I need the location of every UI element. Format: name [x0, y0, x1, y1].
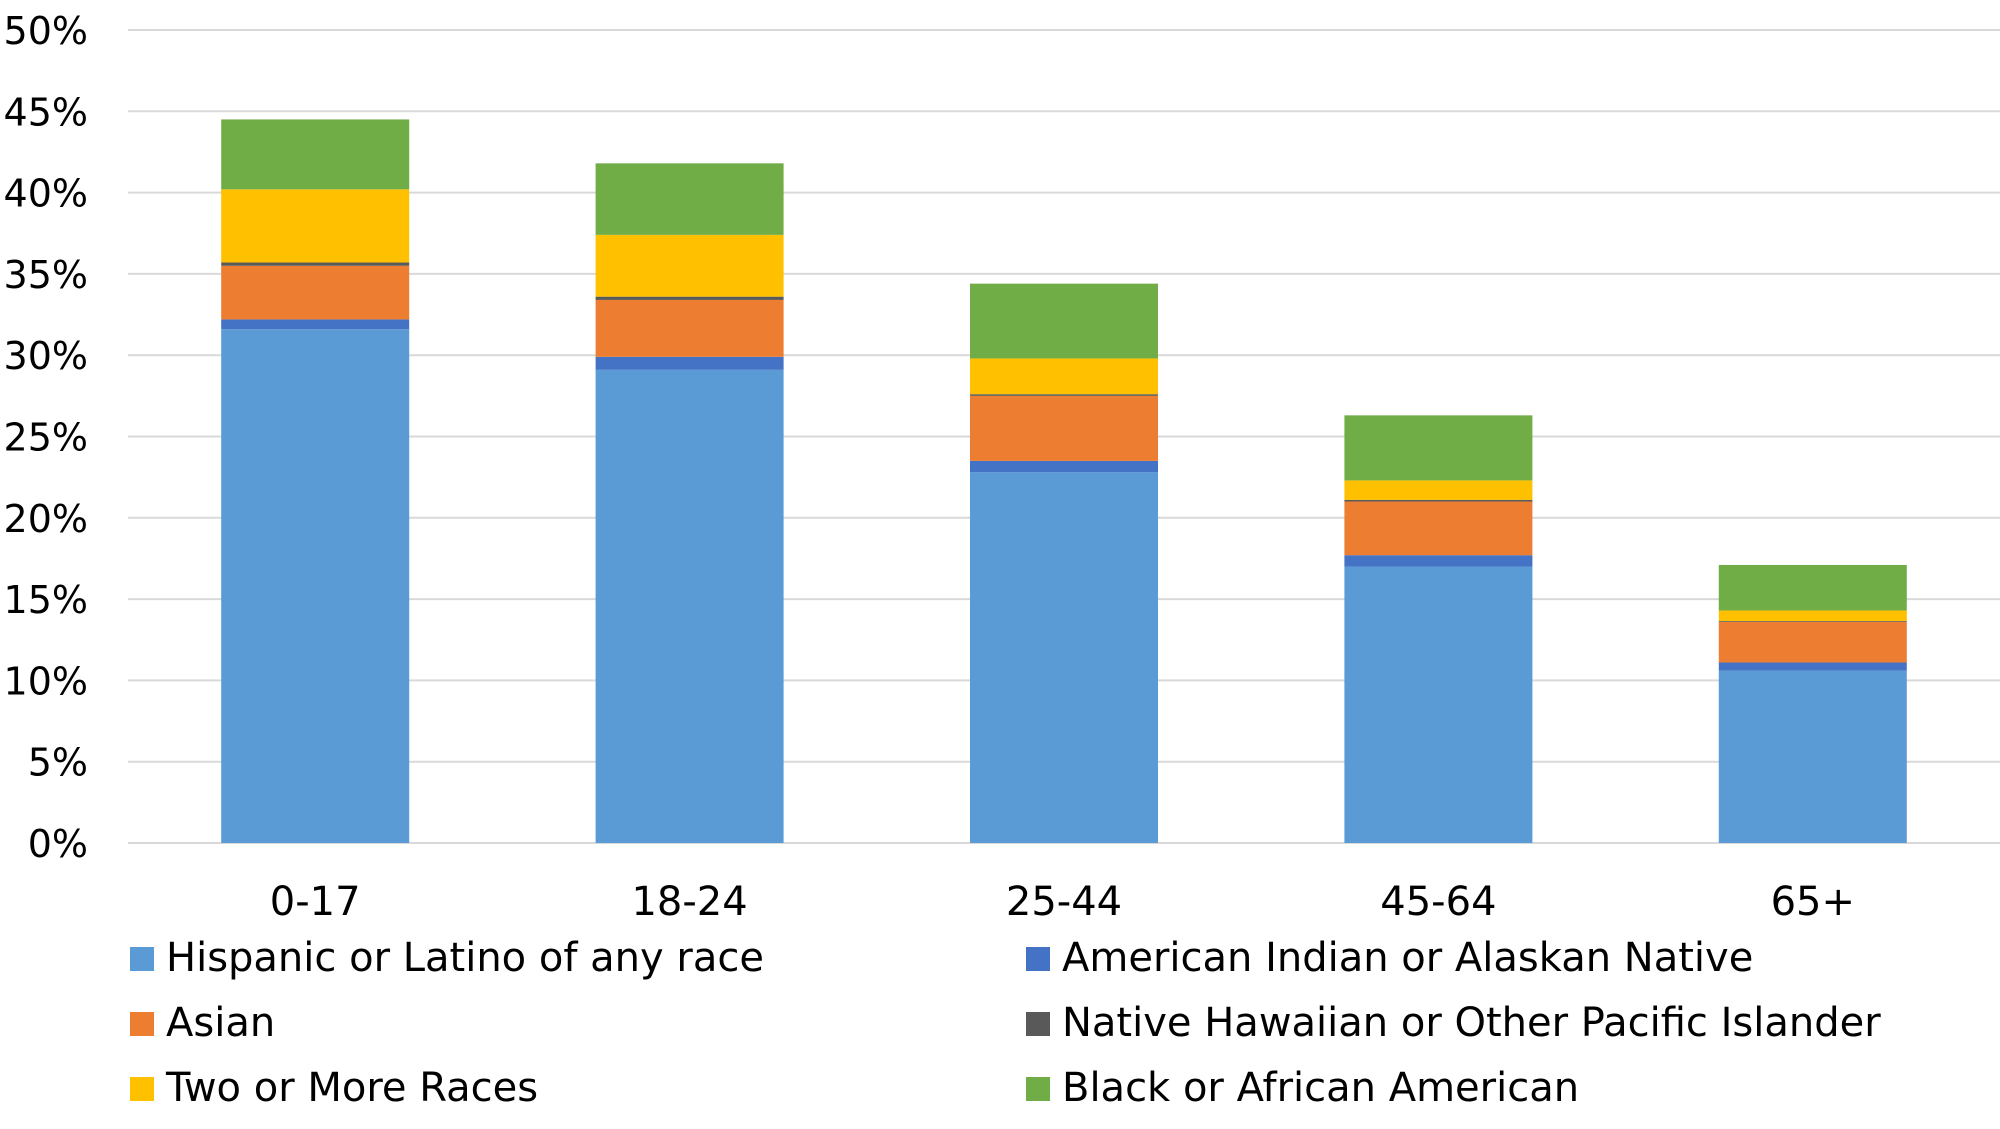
bar-segment-0-17-black-or-african-american	[221, 119, 410, 190]
x-tick-label: 25-44	[1006, 879, 1122, 925]
y-tick-label: 50%	[4, 9, 88, 53]
x-tick-label: 65+	[1771, 879, 1855, 925]
legend-item-black-or-african-american: Black or African American	[1026, 1065, 1579, 1111]
bar-segment-65-american-indian-or-alaskan-native	[1718, 662, 1907, 671]
bar-segment-18-24-native-hawaiian-or-other-pacific-islander	[595, 296, 784, 300]
legend-item-hispanic-or-latino-of-any-race: Hispanic or Latino of any race	[130, 935, 764, 981]
legend-label: Two or More Races	[165, 1065, 538, 1111]
bar-segment-25-44-hispanic-or-latino-of-any-race	[970, 472, 1158, 843]
legend-label: American Indian or Alaskan Native	[1062, 935, 1753, 981]
legend-item-american-indian-or-alaskan-native: American Indian or Alaskan Native	[1026, 935, 1753, 981]
bar-segment-0-17-two-or-more-races	[221, 189, 410, 263]
y-axis-tick-labels: 0% 5% 10% 15% 20% 25% 30% 35% 40% 45% 50%	[4, 9, 88, 866]
bar-segment-0-17-hispanic-or-latino-of-any-race	[221, 329, 410, 844]
bar-segment-0-17-american-indian-or-alaskan-native	[221, 319, 410, 330]
bar-segment-18-24-american-indian-or-alaskan-native	[595, 356, 784, 370]
y-tick-label: 5%	[28, 741, 88, 785]
x-tick-label: 0-17	[270, 879, 361, 925]
y-tick-label: 0%	[28, 822, 88, 866]
bar-segment-18-24-hispanic-or-latino-of-any-race	[595, 369, 784, 843]
bar-segment-45-64-american-indian-or-alaskan-native	[1344, 555, 1533, 567]
bar-segment-65-two-or-more-races	[1718, 610, 1907, 622]
legend-item-asian: Asian	[130, 1000, 275, 1046]
bar-segment-0-17-asian	[221, 265, 410, 320]
bar-segment-45-64-black-or-african-american	[1344, 415, 1533, 481]
legend-item-two-or-more-races: Two or More Races	[130, 1065, 538, 1111]
bar-segment-65-black-or-african-american	[1718, 564, 1907, 611]
x-axis-tick-labels: 0-17 18-24 25-44 45-64 65+	[270, 879, 1855, 925]
bar-segment-18-24-two-or-more-races	[595, 234, 784, 297]
bar-segment-18-24-black-or-african-american	[595, 163, 784, 235]
y-tick-label: 15%	[4, 578, 88, 622]
legend-swatch	[1026, 947, 1050, 971]
bar-stack-18-24	[595, 163, 784, 843]
bar-segment-0-17-native-hawaiian-or-other-pacific-islander	[221, 262, 410, 266]
bar-segment-25-44-asian	[970, 395, 1158, 461]
bar-stack-0-17	[221, 119, 410, 844]
legend-label: Hispanic or Latino of any race	[166, 935, 764, 981]
bar-segment-18-24-asian	[595, 299, 784, 357]
bar-segment-45-64-hispanic-or-latino-of-any-race	[1344, 566, 1533, 843]
bar-segment-65-native-hawaiian-or-other-pacific-islander	[1718, 621, 1907, 622]
bar-segment-25-44-american-indian-or-alaskan-native	[970, 460, 1158, 473]
y-tick-label: 30%	[4, 334, 88, 378]
bar-segment-45-64-asian	[1344, 501, 1533, 556]
bar-segment-25-44-native-hawaiian-or-other-pacific-islander	[970, 394, 1158, 396]
legend-item-native-hawaiian-or-other-pacific-islander: Native Hawaiian or Other Pacific Islande…	[1026, 1000, 1881, 1046]
y-tick-label: 10%	[4, 659, 88, 703]
bar-segment-25-44-black-or-african-american	[970, 283, 1158, 359]
y-tick-label: 35%	[4, 253, 88, 297]
y-tick-label: 25%	[4, 416, 88, 460]
legend-label: Asian	[166, 1000, 275, 1046]
bar-stack-45-64	[1344, 415, 1533, 843]
legend-swatch	[130, 947, 154, 971]
bars	[221, 119, 1907, 844]
bar-stack-25-44	[970, 283, 1158, 843]
x-tick-label: 45-64	[1380, 879, 1496, 925]
x-tick-label: 18-24	[631, 879, 747, 925]
legend-label: Black or African American	[1062, 1065, 1579, 1111]
legend-swatch	[130, 1077, 154, 1101]
bar-segment-65-hispanic-or-latino-of-any-race	[1718, 670, 1907, 843]
bar-segment-65-asian	[1718, 621, 1907, 663]
bar-segment-45-64-native-hawaiian-or-other-pacific-islander	[1344, 499, 1533, 502]
bar-segment-45-64-two-or-more-races	[1344, 480, 1533, 500]
legend-swatch	[1026, 1012, 1050, 1036]
legend-swatch	[130, 1012, 154, 1036]
legend-label: Native Hawaiian or Other Pacific Islande…	[1062, 1000, 1881, 1046]
bar-stack-65	[1718, 564, 1907, 843]
bar-segment-25-44-two-or-more-races	[970, 358, 1158, 395]
y-tick-label: 40%	[4, 172, 88, 216]
y-tick-label: 45%	[4, 90, 88, 134]
legend: Hispanic or Latino of any race American I…	[130, 935, 1881, 1111]
legend-swatch	[1026, 1077, 1050, 1101]
y-tick-label: 20%	[4, 497, 88, 541]
